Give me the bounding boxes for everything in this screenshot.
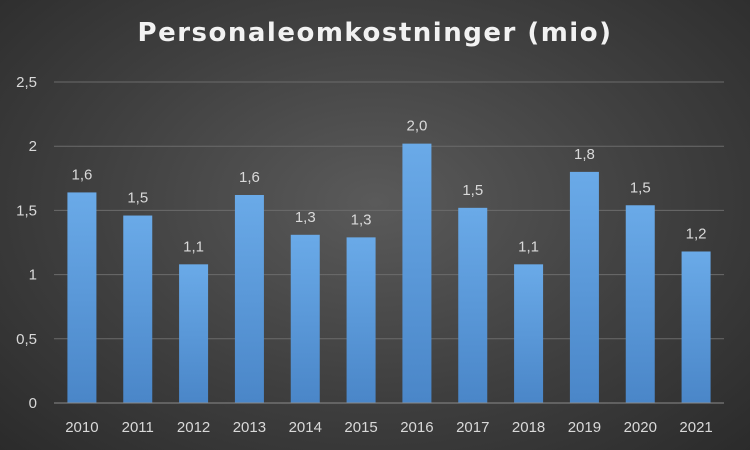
bar bbox=[67, 192, 97, 403]
bar bbox=[625, 205, 655, 403]
y-tick-label: 1 bbox=[29, 267, 37, 284]
data-labels: 1,6 1,5 1,1 1,6 1,3 1,3 2,0 1,5 1,1 1,8 1,5 1,2 bbox=[71, 118, 706, 256]
data-label: 1,3 bbox=[295, 209, 316, 226]
y-tick-label: 1,5 bbox=[16, 202, 37, 219]
x-tick-label: 2021 bbox=[679, 419, 712, 436]
data-label: 1,6 bbox=[71, 166, 92, 183]
data-label: 1,5 bbox=[127, 190, 148, 207]
data-label: 1,8 bbox=[574, 146, 595, 163]
x-tick-label: 2018 bbox=[512, 419, 545, 436]
y-tick-label: 2 bbox=[29, 138, 37, 155]
data-label: 1,3 bbox=[351, 211, 372, 228]
data-label: 1,1 bbox=[518, 238, 539, 255]
chart-title: Personaleomkostninger (mio) bbox=[137, 18, 613, 48]
gridlines bbox=[54, 81, 724, 340]
x-tick-label: 2019 bbox=[568, 419, 601, 436]
data-label: 1,5 bbox=[462, 182, 483, 199]
bar bbox=[458, 207, 488, 403]
bar bbox=[123, 215, 153, 403]
x-tick-label: 2011 bbox=[122, 419, 154, 436]
bar bbox=[569, 171, 599, 403]
bar bbox=[514, 264, 544, 403]
data-label: 1,5 bbox=[630, 179, 651, 196]
x-tick-label: 2015 bbox=[344, 419, 377, 436]
bar bbox=[346, 237, 376, 403]
bar bbox=[402, 143, 432, 403]
x-tick-label: 2010 bbox=[65, 419, 98, 436]
x-tick-label: 2016 bbox=[400, 419, 433, 436]
bar bbox=[179, 264, 209, 403]
y-tick-label: 0,5 bbox=[16, 331, 37, 348]
x-tick-label: 2012 bbox=[177, 419, 210, 436]
data-label: 2,0 bbox=[406, 118, 427, 135]
y-tick-label: 2,5 bbox=[16, 74, 37, 91]
bar bbox=[290, 234, 320, 403]
data-label: 1,2 bbox=[686, 225, 707, 242]
y-tick-label: 0 bbox=[29, 395, 37, 412]
axes: 0 0,5 1 1,5 2 2,5 2010 2011 2012 2013 2014 2015 2016… bbox=[16, 74, 724, 436]
data-label: 1,6 bbox=[239, 169, 260, 186]
data-label: 1,1 bbox=[183, 238, 204, 255]
x-tick-label: 2013 bbox=[233, 419, 266, 436]
x-tick-label: 2017 bbox=[456, 419, 489, 436]
x-tick-label: 2014 bbox=[289, 419, 322, 436]
bar bbox=[681, 251, 711, 403]
bar bbox=[234, 194, 264, 403]
x-tick-label: 2020 bbox=[624, 419, 657, 436]
bars bbox=[67, 143, 711, 403]
